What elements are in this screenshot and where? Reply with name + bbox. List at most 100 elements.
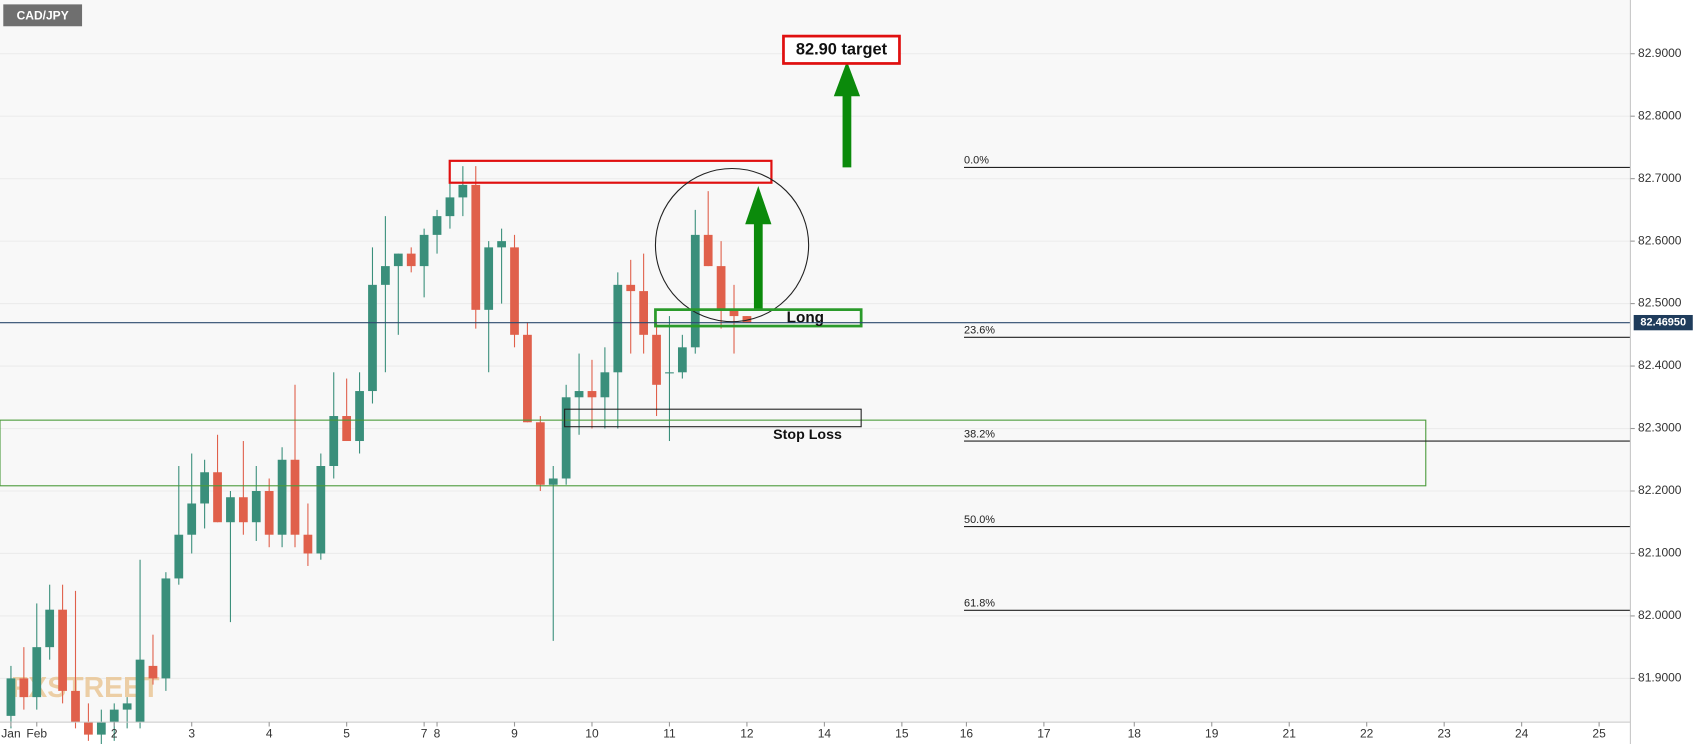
- candle-body: [290, 459, 300, 535]
- fib-label: 38.2%: [964, 428, 995, 440]
- candle-body: [600, 372, 610, 398]
- chart-title: CAD/JPY: [17, 9, 69, 23]
- candle-body: [238, 497, 248, 523]
- candle-body: [277, 459, 287, 535]
- x-tick-label: 16: [960, 726, 974, 740]
- candle-body: [264, 490, 274, 535]
- x-tick-label: 8: [434, 726, 441, 740]
- x-tick-label: 15: [895, 726, 909, 740]
- candle-body: [639, 291, 649, 335]
- candle-body: [213, 472, 222, 523]
- x-tick-label: 25: [1592, 726, 1606, 740]
- x-tick-label: 7: [421, 726, 428, 740]
- candle-body: [71, 690, 80, 723]
- fib-label: 50.0%: [964, 514, 995, 526]
- candle-body: [135, 659, 145, 723]
- candle-body: [406, 253, 416, 267]
- last-price-badge: [1633, 314, 1693, 331]
- y-tick-label: 82.0000: [1638, 608, 1682, 622]
- y-tick-label: 82.2000: [1638, 483, 1682, 497]
- candle-body: [32, 647, 42, 698]
- candle-body: [96, 722, 106, 735]
- candle-body: [703, 234, 713, 267]
- long-label: Long: [787, 309, 824, 326]
- y-tick-label: 82.3000: [1638, 421, 1682, 435]
- target-arrow: [833, 61, 861, 168]
- candle-body: [497, 241, 506, 248]
- x-tick-label: 17: [1037, 726, 1051, 740]
- candle-body: [458, 184, 468, 198]
- x-tick-label: 11: [663, 726, 676, 740]
- candle-body: [587, 391, 597, 398]
- candle-body: [652, 334, 661, 385]
- y-tick-label: 82.8000: [1638, 108, 1682, 122]
- x-tick-label: 10: [585, 726, 599, 740]
- candle-body: [716, 266, 726, 310]
- candle-body: [368, 284, 377, 392]
- candles: [6, 166, 752, 744]
- candle-body: [329, 416, 339, 467]
- candle-body: [148, 665, 158, 679]
- candle-body: [161, 578, 171, 679]
- candle-body: [677, 347, 687, 373]
- candle-body: [432, 216, 442, 235]
- candle-body: [742, 316, 752, 323]
- candle-body: [471, 184, 481, 310]
- candle-body: [226, 497, 235, 523]
- target-label: 82.90 target: [796, 41, 888, 59]
- candle-body: [355, 391, 364, 442]
- x-tick-label: 9: [511, 726, 518, 740]
- candle-body: [303, 534, 313, 554]
- x-tick-label: 2: [111, 726, 118, 740]
- candle-body: [84, 722, 93, 735]
- candle-body: [58, 609, 67, 691]
- candle-body: [200, 472, 209, 504]
- candle-body: [561, 397, 571, 479]
- candle-body: [613, 284, 623, 373]
- fib-label: 0.0%: [964, 155, 989, 167]
- candle-body: [187, 503, 197, 535]
- last-price-label: 82.46950: [1640, 317, 1686, 329]
- stop-loss-label: Stop Loss: [773, 427, 842, 443]
- support-zone: [0, 419, 1427, 487]
- overlay: Long Stop Loss 82.90 target 0.0% 23.6% 38.…: [0, 34, 1631, 611]
- x-tick-label: 18: [1128, 726, 1142, 740]
- candle-body: [690, 234, 700, 348]
- x-tick-label: 3: [188, 726, 195, 740]
- x-tick-label: 5: [343, 726, 350, 740]
- symbol-badge: [3, 4, 83, 27]
- candle-body: [122, 703, 132, 710]
- y-tick-label: 81.9000: [1638, 671, 1682, 685]
- candle-body: [251, 490, 261, 523]
- candle-body: [548, 478, 558, 485]
- candle-body: [316, 466, 326, 554]
- y-tick-label: 82.7000: [1638, 171, 1682, 185]
- candle-body: [381, 266, 390, 285]
- candle-body: [484, 247, 494, 310]
- x-tick-label: 23: [1437, 726, 1451, 740]
- fib-label: 61.8%: [964, 598, 995, 610]
- candle-body: [523, 334, 532, 423]
- x-tick-label: 21: [1283, 726, 1297, 740]
- candle-body: [574, 391, 584, 398]
- x-tick-label: Jan: [1, 726, 20, 740]
- x-tick-label: 4: [266, 726, 273, 740]
- candle-body: [19, 678, 29, 698]
- highlight-circle: [654, 167, 810, 323]
- candle-body: [445, 197, 455, 217]
- x-tick-label: 14: [818, 726, 832, 740]
- candle-body: [665, 372, 674, 374]
- y-tick-label: 82.1000: [1638, 546, 1682, 560]
- candle-body: [419, 234, 429, 267]
- stop-loss-box: [564, 408, 862, 428]
- x-tick-label: 19: [1205, 726, 1219, 740]
- x-tick-label: 12: [740, 726, 754, 740]
- candle-body: [109, 709, 119, 723]
- long-box: [654, 308, 863, 328]
- candle-body: [535, 422, 545, 485]
- candle-body: [342, 416, 352, 442]
- grid: [0, 53, 1631, 679]
- candle-body: [393, 253, 403, 267]
- resistance-box: [448, 159, 773, 184]
